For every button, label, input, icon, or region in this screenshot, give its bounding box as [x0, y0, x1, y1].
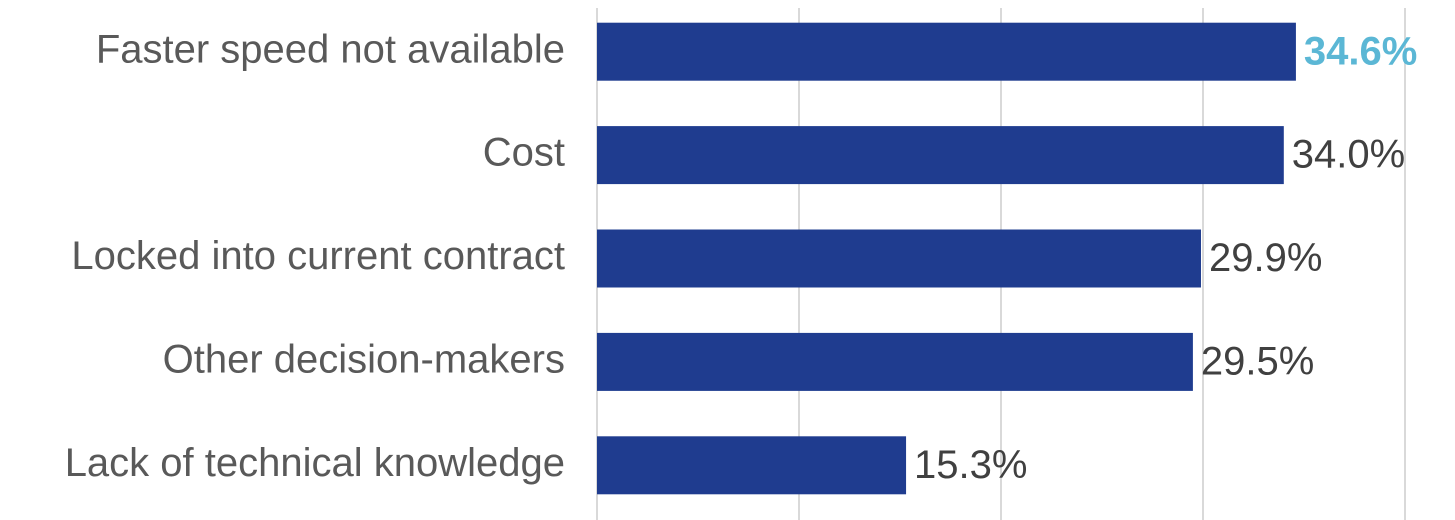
category-label: Faster speed not available [96, 27, 565, 71]
value-label: 29.5% [1201, 339, 1314, 383]
category-label: Lack of technical knowledge [65, 441, 565, 485]
bar [597, 126, 1284, 185]
value-label: 34.6% [1304, 29, 1417, 73]
category-label: Cost [483, 131, 565, 175]
category-label: Locked into current contract [71, 234, 565, 278]
bar [597, 436, 907, 495]
category-label: Other decision-makers [163, 337, 565, 381]
value-label: 29.9% [1209, 236, 1322, 280]
bar [597, 229, 1201, 288]
value-label: 34.0% [1292, 133, 1405, 177]
bar [597, 22, 1296, 81]
bar [597, 332, 1193, 391]
value-label: 15.3% [914, 443, 1027, 487]
